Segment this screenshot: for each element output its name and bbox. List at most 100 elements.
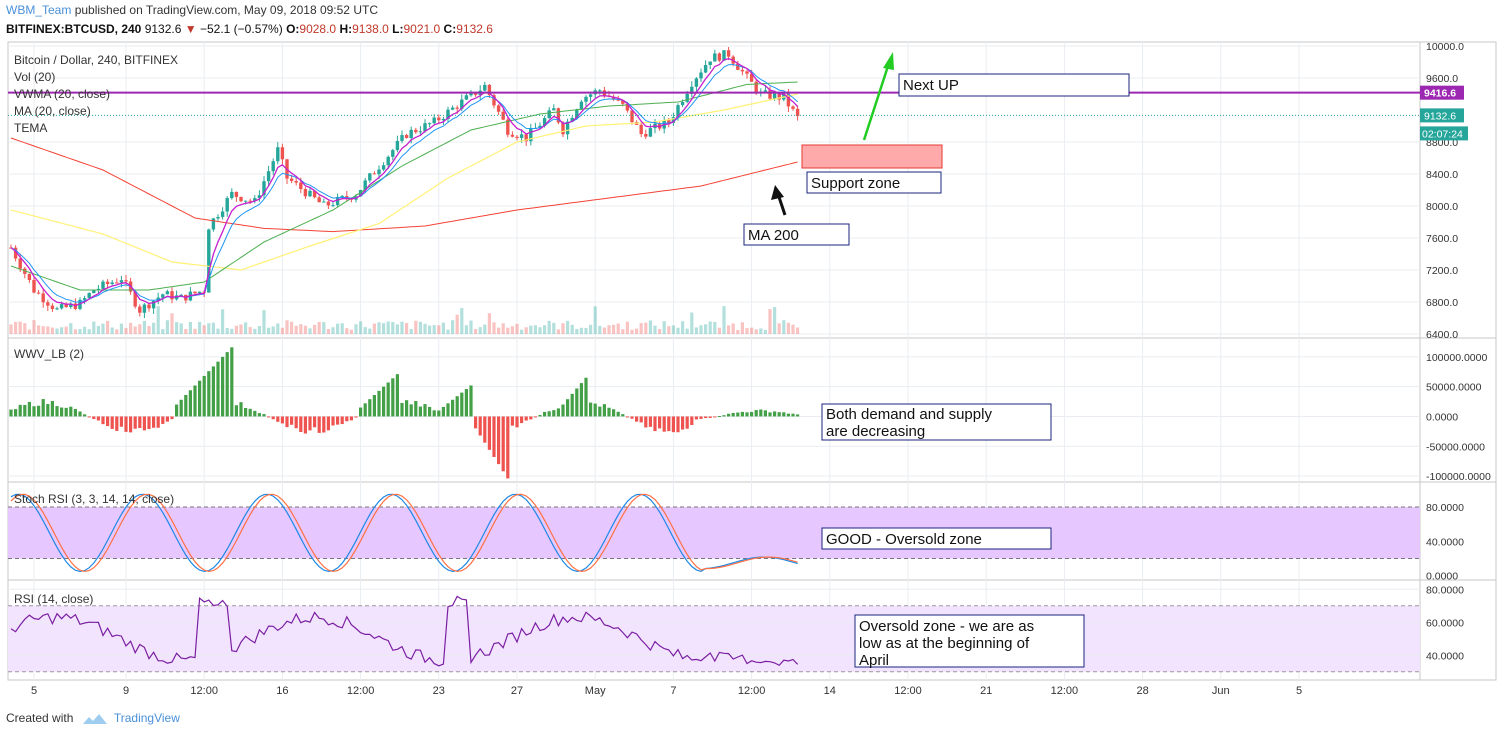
volume-bar xyxy=(239,324,243,334)
wwv-bar xyxy=(648,416,652,427)
volume-bar xyxy=(18,321,22,334)
volume-bar xyxy=(87,329,91,334)
wwv-bar xyxy=(290,416,294,425)
wwv-bar xyxy=(138,416,142,428)
candle-body xyxy=(372,173,377,175)
candle-body xyxy=(409,129,413,138)
wwv-bar xyxy=(423,404,427,417)
candle-body xyxy=(294,180,298,183)
volume-bar xyxy=(336,323,340,334)
wwv-bar xyxy=(777,412,781,417)
author-link[interactable]: WBM_Team xyxy=(6,3,72,17)
candle-body xyxy=(455,107,459,109)
candle-body xyxy=(736,63,740,70)
wwv-bar xyxy=(165,416,169,422)
volume-bar xyxy=(791,324,795,334)
x-tick-label: 5 xyxy=(1296,685,1302,697)
candle-body xyxy=(87,293,91,299)
volume-bar xyxy=(547,320,551,334)
candle-body xyxy=(639,124,643,135)
volume-bar xyxy=(244,322,248,334)
stoch-band xyxy=(8,507,1420,559)
candle-body xyxy=(280,147,285,160)
wwv-bar xyxy=(625,416,629,418)
tradingview-link[interactable]: TradingView xyxy=(113,711,180,725)
volume-bar xyxy=(428,325,432,334)
volume-bar xyxy=(446,329,450,334)
wwv-bar xyxy=(483,416,487,443)
wwv-bar xyxy=(731,413,735,417)
candle-body xyxy=(547,110,551,119)
candle-body xyxy=(519,134,524,138)
wwv-bar xyxy=(612,409,616,417)
volume-bar xyxy=(515,323,519,334)
volume-bar xyxy=(46,326,50,334)
wwv-tick-label: 50000.0000 xyxy=(1426,382,1482,394)
volume-bar xyxy=(400,321,404,334)
candle-body xyxy=(671,117,676,123)
candle-body xyxy=(36,292,41,294)
rsi-line xyxy=(10,595,799,667)
volume-bar xyxy=(566,320,570,334)
volume-bar xyxy=(543,325,547,334)
wwv-bar xyxy=(326,416,330,431)
candle-body xyxy=(427,123,432,125)
volume-bar xyxy=(556,329,560,334)
wwv-bar xyxy=(368,399,372,417)
wwv-bar xyxy=(37,405,41,417)
volume-bar xyxy=(575,328,579,334)
wwv-bar xyxy=(722,415,726,417)
wwv-bar xyxy=(768,412,772,417)
wwv-bar xyxy=(759,409,763,417)
wwv-bar xyxy=(469,385,473,417)
volume-bar xyxy=(510,326,514,334)
wwv-bar xyxy=(754,410,758,417)
next-up-arrow-head-icon xyxy=(883,52,894,70)
volume-bar xyxy=(644,322,648,334)
indicator-legend: MA (20, close) xyxy=(14,104,91,118)
close-value: 9132.6 xyxy=(456,22,493,36)
volume-bar xyxy=(382,323,386,334)
candle-body xyxy=(239,196,243,202)
volume-bar xyxy=(584,328,588,334)
candle-body xyxy=(312,190,317,198)
candle-body xyxy=(299,182,303,190)
demand-supply-box xyxy=(821,403,1052,441)
volume-bar xyxy=(662,321,666,334)
wwv-bar xyxy=(382,386,386,417)
wwv-bar xyxy=(78,411,82,417)
volume-bar xyxy=(106,320,110,334)
candle-body xyxy=(124,280,128,282)
good-oversold-box xyxy=(821,527,1052,550)
x-tick-label: 23 xyxy=(433,685,445,697)
wwv-bar xyxy=(460,392,464,417)
wwv-bar xyxy=(708,416,712,418)
wwv-bar xyxy=(763,410,767,417)
volume-bar xyxy=(754,329,758,334)
candle-body xyxy=(211,218,216,230)
candle-body xyxy=(690,86,694,94)
volume-bar xyxy=(773,307,777,334)
candle-body xyxy=(625,103,630,111)
volume-bar xyxy=(740,322,744,334)
wwv-bar xyxy=(156,416,160,428)
candle-body xyxy=(18,258,22,269)
wwv-bar xyxy=(566,399,570,417)
x-tick-label: 12:00 xyxy=(190,685,218,697)
created-with-label: Created with xyxy=(6,711,74,725)
candle-body xyxy=(179,294,183,296)
ma200-label: MA 200 xyxy=(748,227,799,244)
candle-body xyxy=(220,211,225,217)
volume-bar xyxy=(533,325,537,334)
wwv-bar xyxy=(497,416,501,465)
demand-supply-line2: are decreasing xyxy=(826,423,925,440)
wwv-bar xyxy=(671,416,675,433)
wwv-bar xyxy=(64,407,68,417)
volume-bar xyxy=(685,328,689,334)
volume-bar xyxy=(317,321,321,334)
candle-body xyxy=(138,306,142,313)
candle-body xyxy=(50,305,55,309)
volume-bar xyxy=(96,325,100,334)
volume-bar xyxy=(538,327,542,334)
